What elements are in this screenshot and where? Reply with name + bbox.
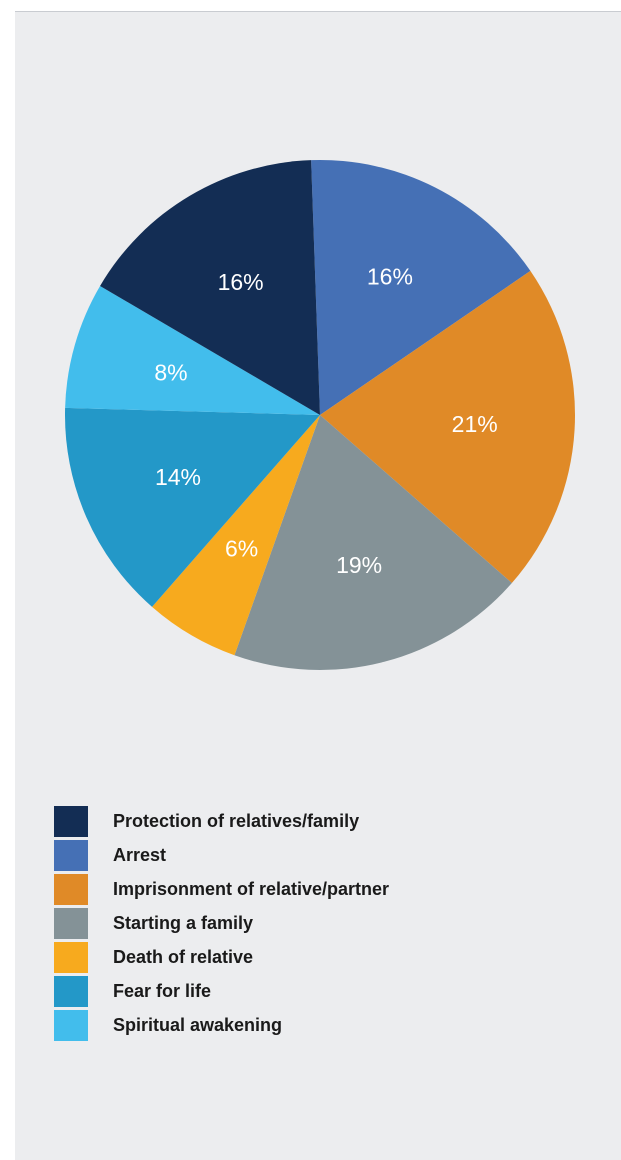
pie-slice bbox=[311, 160, 531, 415]
legend-item: Protection of relatives/family bbox=[54, 806, 614, 837]
legend-swatch bbox=[54, 908, 88, 939]
pie-slice bbox=[100, 160, 320, 415]
legend-item: Arrest bbox=[54, 840, 614, 871]
legend-label: Death of relative bbox=[113, 947, 254, 967]
slice-value-label: 19% bbox=[336, 552, 382, 578]
pie-slice bbox=[152, 415, 320, 656]
legend-label: Arrest bbox=[113, 845, 167, 865]
slice-value-label: 21% bbox=[452, 411, 498, 437]
legend-swatch bbox=[54, 976, 88, 1007]
legend-label: Protection of relatives/family bbox=[113, 811, 360, 831]
legend-item: Fear for life bbox=[54, 976, 614, 1007]
legend-label: Starting a family bbox=[113, 913, 254, 933]
legend-item: Starting a family bbox=[54, 908, 614, 939]
slice-value-label: 14% bbox=[155, 464, 201, 490]
legend-label: Fear for life bbox=[113, 981, 212, 1001]
slice-value-label: 8% bbox=[154, 359, 187, 385]
legend-item: Imprisonment of relative/partner bbox=[54, 874, 614, 905]
legend-swatch bbox=[54, 942, 88, 973]
legend-item: Death of relative bbox=[54, 942, 614, 973]
slice-value-label: 6% bbox=[225, 536, 258, 562]
pie-slice bbox=[65, 285, 320, 415]
pie-slice bbox=[234, 415, 512, 670]
pie-slice bbox=[65, 407, 320, 607]
slice-value-label: 16% bbox=[218, 269, 264, 295]
legend-label: Imprisonment of relative/partner bbox=[113, 879, 390, 899]
pie-chart: 16% 21% 19% 6% 14% 8% 16% bbox=[65, 160, 576, 670]
legend-swatch bbox=[54, 840, 88, 871]
legend-swatch bbox=[54, 874, 88, 905]
legend-swatch bbox=[54, 806, 88, 837]
legend-item: Spiritual awakening bbox=[54, 1010, 614, 1041]
legend: Protection of relatives/family Arrest Im… bbox=[54, 806, 614, 1044]
legend-label: Spiritual awakening bbox=[113, 1015, 283, 1035]
slice-value-label: 16% bbox=[367, 264, 413, 290]
legend-swatch bbox=[54, 1010, 88, 1041]
pie-slice bbox=[320, 270, 576, 583]
